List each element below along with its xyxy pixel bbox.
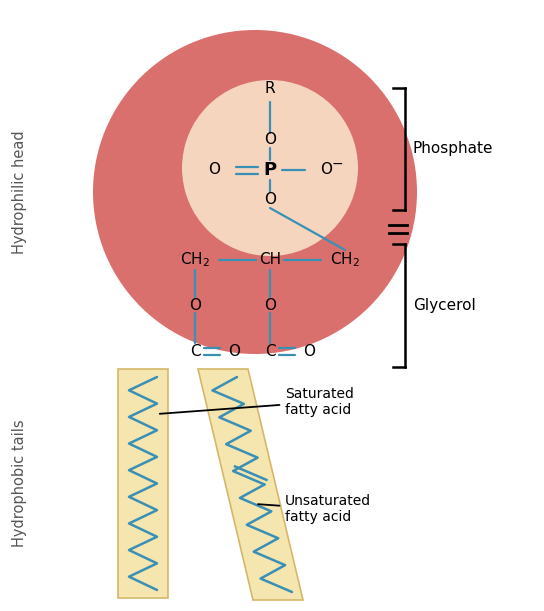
Text: Phosphate: Phosphate <box>413 142 493 156</box>
Text: C: C <box>190 343 200 359</box>
Circle shape <box>93 30 417 354</box>
Text: O: O <box>189 298 201 312</box>
Text: R: R <box>265 81 275 96</box>
Text: Unsaturated
fatty acid: Unsaturated fatty acid <box>258 494 371 524</box>
Text: O: O <box>264 133 276 147</box>
Text: Glycerol: Glycerol <box>413 298 476 313</box>
Circle shape <box>182 80 358 256</box>
Text: O: O <box>208 163 220 178</box>
Text: −: − <box>332 157 344 171</box>
Text: O: O <box>303 343 315 359</box>
Text: Hydrophobic tails: Hydrophobic tails <box>13 420 28 547</box>
Text: C: C <box>265 343 275 359</box>
Text: O: O <box>264 298 276 312</box>
Polygon shape <box>198 369 303 600</box>
Text: P: P <box>263 161 276 179</box>
Text: CH: CH <box>259 252 281 268</box>
Text: Saturated
fatty acid: Saturated fatty acid <box>160 387 354 417</box>
Text: Hydrophilic head: Hydrophilic head <box>13 130 28 254</box>
Polygon shape <box>118 369 168 598</box>
Text: O: O <box>264 192 276 208</box>
Text: O: O <box>228 343 240 359</box>
Text: O: O <box>320 163 332 178</box>
Text: CH$_2$: CH$_2$ <box>180 251 210 269</box>
Text: CH$_2$: CH$_2$ <box>330 251 360 269</box>
